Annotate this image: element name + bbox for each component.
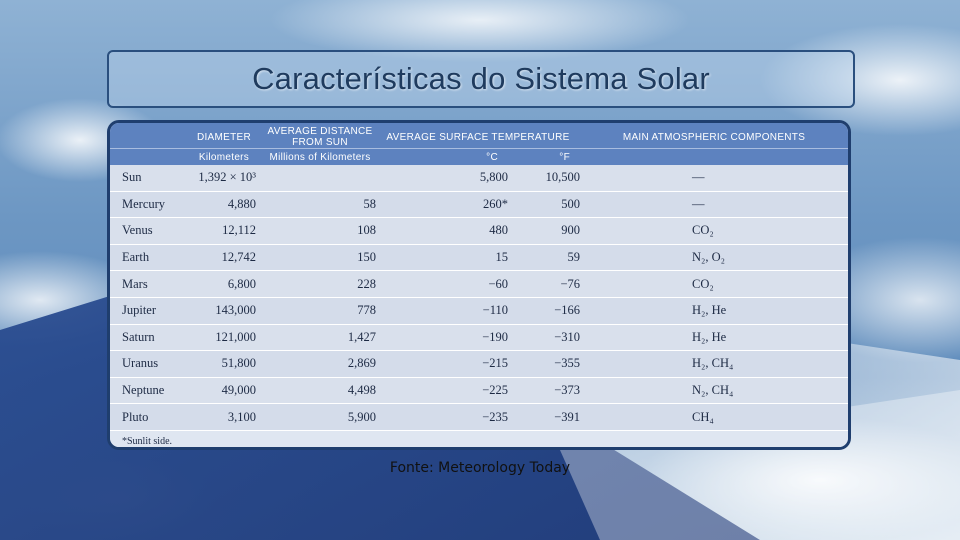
table-row: Uranus 51,800 2,869 −215 −355 H₂, CH₄ — [110, 350, 848, 378]
atmosphere-cell: H₂, He — [580, 324, 848, 352]
diameter-cell: 6,800 — [184, 270, 264, 298]
celsius-cell: 5,800 — [376, 165, 508, 192]
fahrenheit-cell: 59 — [508, 244, 580, 272]
table-row: Neptune 49,000 4,498 −225 −373 N₂, CH₄ — [110, 377, 848, 405]
diameter-cell: 3,100 — [184, 403, 264, 431]
diameter-cell: 51,800 — [184, 350, 264, 378]
fahrenheit-cell: 500 — [508, 191, 580, 219]
footnote: *Sunlit side. — [110, 430, 848, 447]
body-name: Pluto — [110, 403, 184, 431]
header-temperature: AVERAGE SURFACE TEMPERATURE — [376, 123, 580, 149]
distance-cell: 58 — [264, 191, 376, 219]
diameter-cell: 49,000 — [184, 377, 264, 405]
atmosphere-cell: CO₂ — [580, 270, 848, 298]
distance-cell: 778 — [264, 297, 376, 325]
fahrenheit-cell: −76 — [508, 270, 580, 298]
fahrenheit-cell: −310 — [508, 324, 580, 352]
data-table: DIAMETER AVERAGE DISTANCE FROM SUN AVERA… — [110, 123, 848, 447]
header-blank — [110, 123, 184, 149]
celsius-cell: −215 — [376, 350, 508, 378]
body-name: Mars — [110, 270, 184, 298]
unit-fahrenheit: °F — [508, 148, 580, 165]
table-row: Earth 12,742 150 15 59 N₂, O₂ — [110, 244, 848, 272]
distance-cell: 150 — [264, 244, 376, 272]
atmosphere-cell: H₂, CH₄ — [580, 350, 848, 378]
celsius-cell: −190 — [376, 324, 508, 352]
celsius-cell: −110 — [376, 297, 508, 325]
distance-cell: 4,498 — [264, 377, 376, 405]
unit-diameter: Kilometers — [184, 148, 264, 165]
atmosphere-cell: — — [580, 191, 848, 219]
table-row: Jupiter 143,000 778 −110 −166 H₂, He — [110, 297, 848, 325]
diameter-cell: 12,742 — [184, 244, 264, 272]
header-atmosphere: MAIN ATMOSPHERIC COMPONENTS — [580, 123, 848, 149]
body-name: Saturn — [110, 324, 184, 352]
celsius-cell: −60 — [376, 270, 508, 298]
body-name: Uranus — [110, 350, 184, 378]
unit-header-row: Kilometers Millions of Kilometers °C °F — [110, 148, 848, 165]
fahrenheit-cell: 900 — [508, 217, 580, 245]
solar-system-table: DIAMETER AVERAGE DISTANCE FROM SUN AVERA… — [107, 120, 851, 450]
body-name: Sun — [110, 165, 184, 192]
diameter-cell: 12,112 — [184, 217, 264, 245]
distance-cell: 108 — [264, 217, 376, 245]
distance-cell: 2,869 — [264, 350, 376, 378]
diameter-cell: 143,000 — [184, 297, 264, 325]
body-name: Mercury — [110, 191, 184, 219]
diameter-cell: 4,880 — [184, 191, 264, 219]
footnote-row: *Sunlit side. — [110, 430, 848, 447]
atmosphere-cell: CH₄ — [580, 403, 848, 431]
source-caption: Fonte: Meteorology Today — [389, 460, 571, 476]
atmosphere-cell: N₂, CH₄ — [580, 377, 848, 405]
diameter-cell: 1,392 × 10³ — [184, 165, 264, 192]
fahrenheit-cell: 10,500 — [508, 165, 580, 192]
header-diameter: DIAMETER — [184, 123, 264, 149]
distance-cell: 1,427 — [264, 324, 376, 352]
atmosphere-cell: — — [580, 165, 848, 192]
table-row: Venus 12,112 108 480 900 CO₂ — [110, 217, 848, 245]
unit-distance: Millions of Kilometers — [264, 148, 376, 165]
title-box: Características do Sistema Solar — [107, 50, 855, 108]
header-distance: AVERAGE DISTANCE FROM SUN — [264, 123, 376, 149]
fahrenheit-cell: −166 — [508, 297, 580, 325]
celsius-cell: 15 — [376, 244, 508, 272]
celsius-cell: −225 — [376, 377, 508, 405]
distance-cell — [264, 165, 376, 192]
table-row: Sun 1,392 × 10³ 5,800 10,500 — — [110, 165, 848, 192]
distance-cell: 5,900 — [264, 403, 376, 431]
table-row: Mercury 4,880 58 260* 500 — — [110, 191, 848, 219]
celsius-cell: 480 — [376, 217, 508, 245]
distance-cell: 228 — [264, 270, 376, 298]
celsius-cell: −235 — [376, 403, 508, 431]
unit-atm-blank — [580, 148, 848, 165]
fahrenheit-cell: −391 — [508, 403, 580, 431]
slide-title: Características do Sistema Solar — [252, 61, 710, 96]
body-name: Jupiter — [110, 297, 184, 325]
fahrenheit-cell: −355 — [508, 350, 580, 378]
unit-blank — [110, 148, 184, 165]
celsius-cell: 260* — [376, 191, 508, 219]
unit-celsius: °C — [376, 148, 508, 165]
group-header-row: DIAMETER AVERAGE DISTANCE FROM SUN AVERA… — [110, 123, 848, 149]
table-row: Pluto 3,100 5,900 −235 −391 CH₄ — [110, 403, 848, 431]
table-row: Mars 6,800 228 −60 −76 CO₂ — [110, 270, 848, 298]
atmosphere-cell: H₂, He — [580, 297, 848, 325]
atmosphere-cell: N₂, O₂ — [580, 244, 848, 272]
body-name: Neptune — [110, 377, 184, 405]
fahrenheit-cell: −373 — [508, 377, 580, 405]
body-name: Venus — [110, 217, 184, 245]
diameter-cell: 121,000 — [184, 324, 264, 352]
atmosphere-cell: CO₂ — [580, 217, 848, 245]
table-row: Saturn 121,000 1,427 −190 −310 H₂, He — [110, 324, 848, 352]
body-name: Earth — [110, 244, 184, 272]
